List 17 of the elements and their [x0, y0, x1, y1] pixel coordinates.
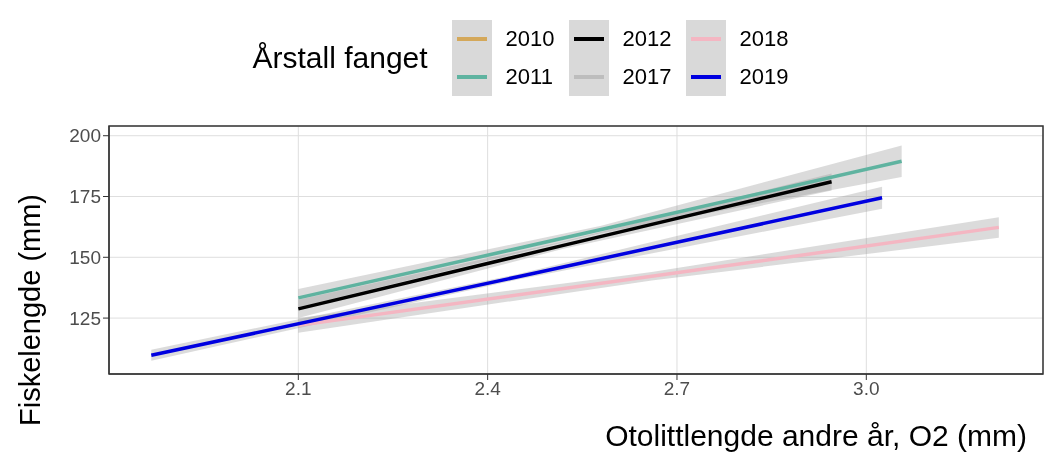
x-tick-label: 3.0 — [853, 378, 880, 400]
x-tick-label: 2.1 — [285, 378, 312, 400]
legend-title: Årstall fanget — [252, 41, 428, 75]
legend-label: 2010 — [504, 25, 555, 53]
x-tick-label: 2.4 — [474, 378, 502, 400]
y-tick-label: 150 — [69, 247, 101, 269]
x-tick-label: 2.7 — [663, 378, 691, 400]
legend-label: 2019 — [738, 63, 789, 91]
y-tick-label: 200 — [69, 125, 101, 147]
legend-label: 2012 — [621, 25, 672, 53]
y-axis-title: Fiskelengde (mm) — [14, 193, 47, 427]
legend-label: 2017 — [621, 63, 672, 91]
legend-label: 2018 — [738, 25, 789, 53]
legend-label: 2011 — [504, 63, 554, 91]
y-tick-label: 175 — [69, 186, 101, 208]
x-axis-title: Otolittlengde andre år, O2 (mm) — [605, 419, 1027, 452]
y-tick-label: 125 — [69, 307, 101, 329]
